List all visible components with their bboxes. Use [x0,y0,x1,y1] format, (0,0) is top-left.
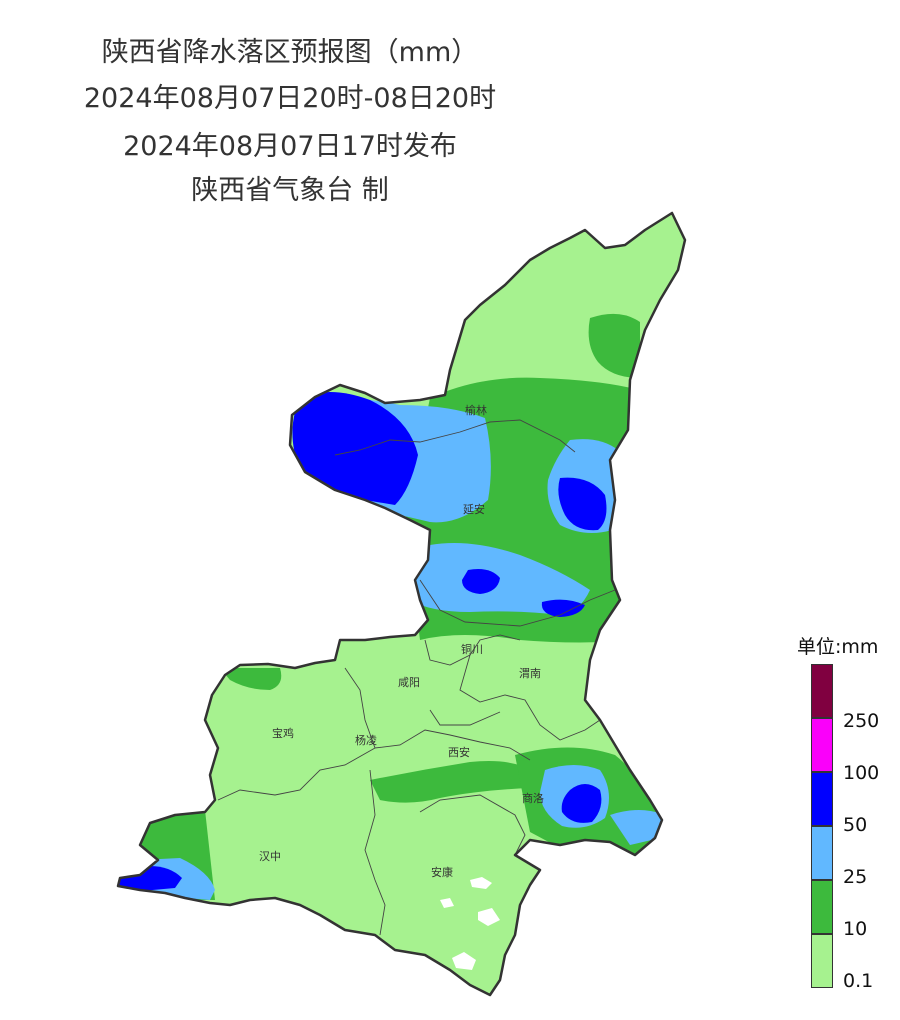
city-label-tongchuan: 铜川 [461,642,483,656]
producer-label: 陕西省气象台 制 [191,175,389,206]
legend-label-25: 25 [843,866,868,888]
legend-swatch-50 [811,772,833,826]
rain-area-10-qinling [370,761,530,803]
city-label-yangling: 杨凌 [355,733,377,747]
rain-area-50-yanan-2 [541,599,585,617]
rain-area-50-shangluo [561,784,602,823]
map-title: 陕西省降水落区预报图（mm） [101,37,479,68]
rain-area-25-se [610,810,665,845]
legend-swatch-100 [811,718,833,772]
rain-area-50-yulin [292,391,418,505]
legend-swatch-0.1 [811,934,833,988]
legend-title: 单位:mm [797,636,879,658]
city-label-weinan: 渭南 [519,667,541,680]
rain-area-10-ne [588,313,640,378]
city-label-yanan: 延安 [463,502,485,516]
city-label-xian: 西安 [448,745,470,759]
city-label-hanzhong: 汉中 [259,850,281,863]
city-label-ankang: 安康 [431,865,453,879]
city-label-shangluo: 商洛 [522,791,544,805]
legend-label-0.1: 0.1 [843,970,874,992]
rain-area-50-east [558,477,607,531]
city-label-yulin: 榆林 [465,403,487,417]
rain-area-25-yanan [410,542,590,615]
rain-area-10-baoji [220,668,282,690]
rain-area-50-yanan-1 [462,569,500,594]
legend-swatch-25 [811,826,833,880]
legend-swatch-250 [811,664,833,718]
legend-label-100: 100 [843,762,880,784]
legend-label-50: 50 [843,814,868,836]
legend-label-10: 10 [843,918,868,940]
legend-swatch-10 [811,880,833,934]
city-label-baoji: 宝鸡 [272,726,294,740]
city-label-xianyang: 咸阳 [398,676,420,689]
legend-label-250: 250 [843,710,880,732]
forecast-period: 2024年08月07日20时-08日20时 [83,83,497,114]
province-border [116,211,687,997]
issue-time: 2024年08月07日17时发布 [123,131,457,162]
